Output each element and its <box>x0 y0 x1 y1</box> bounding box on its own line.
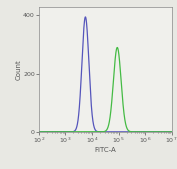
Y-axis label: Count: Count <box>16 59 22 80</box>
X-axis label: FITC-A: FITC-A <box>95 147 116 153</box>
